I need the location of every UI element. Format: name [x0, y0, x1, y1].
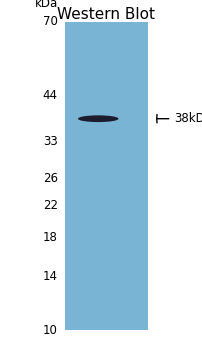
Text: 26: 26	[43, 172, 58, 185]
Text: kDa: kDa	[34, 0, 58, 10]
Bar	[65, 22, 147, 330]
Text: 44: 44	[43, 89, 58, 102]
Text: 22: 22	[43, 199, 58, 212]
Text: 38kDa: 38kDa	[174, 112, 202, 125]
Text: 70: 70	[43, 16, 58, 28]
Text: 18: 18	[43, 231, 58, 244]
Text: 14: 14	[43, 270, 58, 283]
Text: 10: 10	[43, 324, 58, 337]
Ellipse shape	[78, 115, 118, 122]
Text: Western Blot: Western Blot	[56, 7, 154, 23]
Text: 33: 33	[43, 134, 58, 148]
